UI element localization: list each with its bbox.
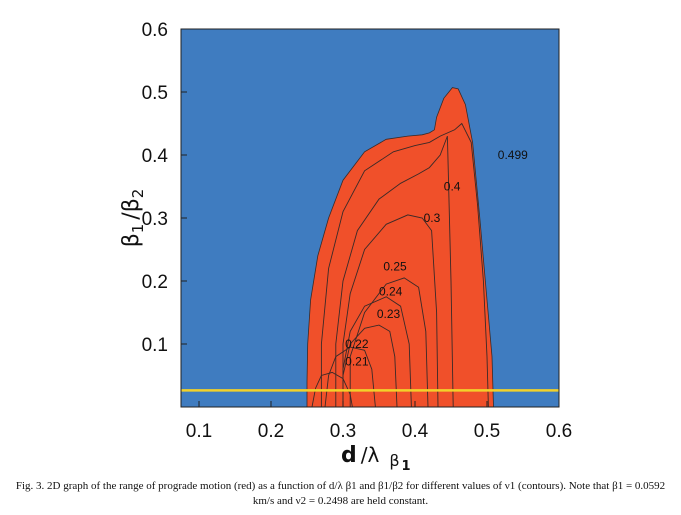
contour-line-3	[349, 277, 429, 407]
y-axis-label-slash: /β	[119, 198, 144, 219]
x-tick-label-2: 0.3	[330, 421, 356, 442]
contour-lines	[311, 122, 489, 407]
contour-labels: 0.499 0.4 0.3 0.25 0.24 0.23 0.22 0.21	[345, 148, 528, 369]
contour-label-3: 0.25	[383, 260, 407, 274]
prograde-region	[306, 87, 494, 407]
contour-label-1: 0.4	[444, 180, 461, 194]
y-axis-ticks: 0.1 0.2 0.3 0.4 0.5 0.6	[142, 20, 187, 356]
x-tick-label-1: 0.2	[258, 421, 284, 442]
x-axis-label-d: d	[341, 443, 357, 468]
figure-caption: Fig. 3. 2D graph of the range of prograd…	[15, 480, 666, 507]
y-tick-label-5: 0.6	[142, 20, 168, 41]
contour-line-0	[320, 122, 489, 407]
contour-line-1	[335, 135, 454, 407]
contour-chart: 0.1 0.2 0.3 0.4 0.5 0.6 0.1 0.2 0.3 0.4 0.5 0.6 0.…	[119, 20, 572, 474]
contour-label-0: 0.499	[498, 148, 528, 162]
x-axis-label-sub1: 1	[402, 459, 411, 474]
y-tick-label-1: 0.2	[142, 272, 168, 293]
contour-label-6: 0.22	[345, 337, 369, 351]
contour-line-6	[324, 346, 376, 407]
contour-line-4	[342, 296, 412, 407]
contour-label-4: 0.24	[379, 285, 403, 299]
x-axis-label-lambda: /λ	[361, 443, 380, 467]
x-axis-label-beta: β	[389, 451, 399, 470]
y-axis-label-sub1: 1	[129, 224, 147, 234]
x-axis-label: d/λ β 1	[341, 443, 411, 474]
x-tick-label-5: 0.6	[546, 421, 572, 442]
y-axis-label-beta1: β	[119, 233, 144, 247]
contour-line-7	[311, 371, 353, 407]
y-tick-label-0: 0.1	[142, 335, 168, 356]
contour-label-2: 0.3	[424, 211, 441, 225]
contour-label-5: 0.23	[377, 307, 401, 321]
x-tick-label-0: 0.1	[186, 421, 212, 442]
contour-line-5	[342, 324, 398, 407]
x-axis-ticks: 0.1 0.2 0.3 0.4 0.5 0.6	[186, 401, 572, 442]
y-axis-label: β1/β2	[119, 189, 147, 248]
y-tick-label-3: 0.4	[142, 146, 169, 167]
y-axis-label-sub2: 2	[129, 189, 147, 199]
y-tick-label-2: 0.3	[142, 209, 168, 230]
x-tick-label-3: 0.4	[402, 421, 429, 442]
contour-line-2	[342, 214, 439, 407]
x-tick-label-4: 0.5	[474, 421, 500, 442]
y-tick-label-4: 0.5	[142, 83, 168, 104]
contour-label-7: 0.21	[345, 355, 369, 369]
